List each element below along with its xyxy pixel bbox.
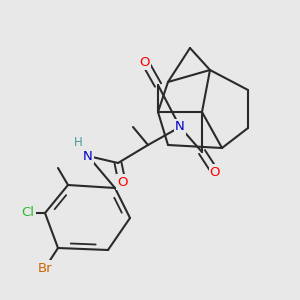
Text: Cl: Cl [22,206,34,220]
Text: O: O [210,166,220,178]
Text: O: O [117,176,127,188]
Text: H: H [74,136,82,149]
Text: N: N [83,149,93,163]
Text: O: O [140,56,150,68]
Text: Br: Br [38,262,52,275]
Text: N: N [175,121,185,134]
